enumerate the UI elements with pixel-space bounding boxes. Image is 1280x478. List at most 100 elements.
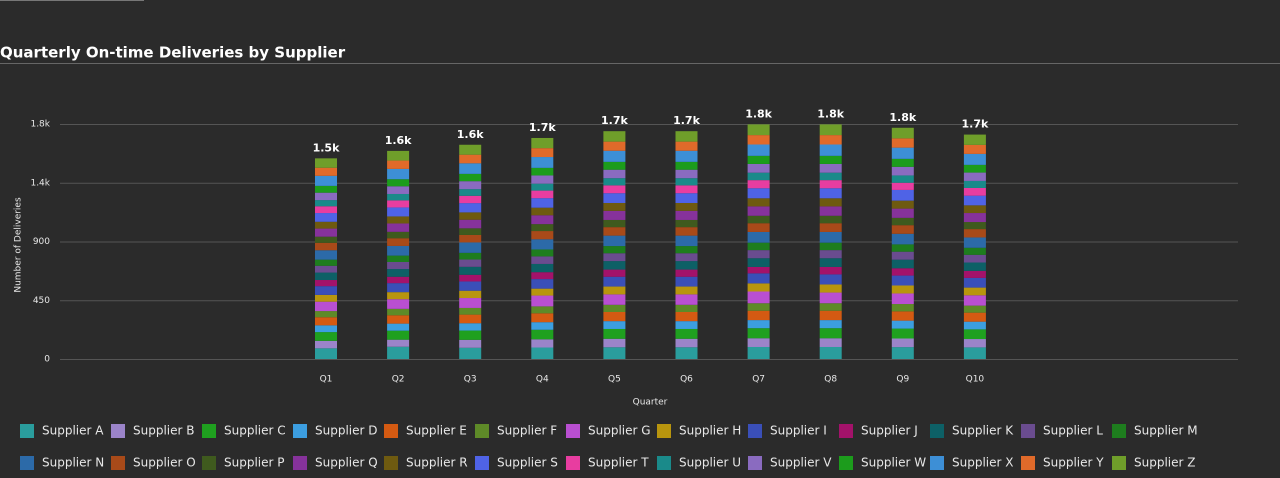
bar-segment [891, 328, 914, 339]
bar-segment [315, 221, 337, 229]
bar-segment [459, 203, 482, 213]
bar-segment [675, 246, 698, 254]
bar-segment [747, 223, 770, 232]
bar-segment [747, 320, 770, 329]
legend-label: Supplier J [861, 424, 918, 438]
bar-segment [315, 272, 337, 281]
bar-segment [891, 217, 914, 226]
bar-segment [459, 228, 482, 235]
bar-segment [963, 247, 986, 255]
legend-label: Supplier A [42, 424, 104, 438]
bar-segment [891, 268, 914, 276]
bar-segment [387, 276, 410, 284]
bar-segment [819, 155, 842, 164]
total-label: 1.6k [457, 128, 484, 141]
bar-segment [531, 215, 554, 225]
bar-segment [459, 259, 482, 267]
bar-segment [315, 348, 337, 359]
bar-segment [531, 322, 554, 330]
legend-swatch [475, 424, 489, 438]
bar-segment [747, 231, 770, 243]
bar-segment [531, 224, 554, 232]
bar-segment [315, 228, 337, 237]
bar-segment [747, 135, 770, 145]
legend-swatch [657, 456, 671, 470]
bar-segment [675, 347, 698, 359]
bar-segment [747, 310, 770, 321]
bar-segment [819, 144, 842, 156]
bar-segment [315, 167, 337, 176]
bar-segment [531, 231, 554, 240]
legend-label: Supplier C [224, 424, 286, 438]
bar-segment [603, 193, 626, 203]
bar-segment [315, 294, 337, 302]
x-tick-label: Q2 [392, 375, 405, 385]
bar-segment [891, 338, 914, 348]
bar-segment [531, 347, 554, 359]
legend-label: Supplier I [770, 424, 827, 438]
bar-segment [747, 283, 770, 292]
legend-swatch [1021, 456, 1035, 470]
bar-segment [531, 272, 554, 280]
legend-swatch [293, 424, 307, 438]
bar-segment [747, 188, 770, 199]
x-tick-label: Q10 [966, 375, 985, 385]
bar-segment [819, 250, 842, 259]
bar-segment [531, 137, 554, 149]
bar-segment [675, 276, 698, 287]
bar-segment [963, 205, 986, 214]
bar-segment [387, 245, 410, 256]
bar-segment [891, 182, 914, 190]
y-tick-label: 450 [33, 296, 50, 306]
bar-segment [315, 259, 337, 266]
y-tick-label: 1.8k [30, 120, 50, 130]
bar-segment [675, 202, 698, 211]
x-tick-label: Q6 [680, 375, 693, 385]
bar-segment [459, 234, 482, 243]
bar-segment [891, 147, 914, 159]
legend-swatch [475, 456, 489, 470]
bar-segment [891, 285, 914, 294]
bar-segment [891, 189, 914, 201]
bar-segment [387, 179, 410, 187]
bar-segment [675, 304, 698, 312]
legend-swatch [657, 424, 671, 438]
bar-segment [819, 163, 842, 173]
bar-segment [603, 312, 626, 322]
legend-swatch [1112, 424, 1126, 438]
bar-segment [387, 223, 410, 232]
bar-segment [819, 180, 842, 189]
legend-swatch [748, 424, 762, 438]
bar-segment [963, 229, 986, 238]
bar-segment [891, 208, 914, 218]
bar-segment [459, 307, 482, 315]
bar-segment [675, 178, 698, 186]
bar-segment [963, 187, 986, 196]
bar-segment [531, 183, 554, 191]
bar-segment [603, 276, 626, 287]
bar-segment [459, 154, 482, 164]
bar-segment [603, 141, 626, 151]
bar-segment [387, 168, 410, 180]
bar-segment [747, 206, 770, 216]
bar-segment [747, 242, 770, 251]
bar-segment [459, 347, 482, 359]
bar-segment [747, 144, 770, 156]
bar-segment [603, 347, 626, 359]
bar-segment [531, 167, 554, 176]
bar-segment [963, 347, 986, 359]
x-axis-label: Quarter [633, 398, 668, 408]
bar-segment [387, 231, 410, 239]
bar-segment [387, 308, 410, 316]
bar-segment [459, 323, 482, 331]
legend-label: Supplier G [588, 424, 651, 438]
bar-segment [315, 250, 337, 260]
bar-segment [747, 303, 770, 311]
legend-label: Supplier M [1134, 424, 1198, 438]
bar-segment [459, 266, 482, 275]
bar-segment [603, 246, 626, 254]
bar-segment [315, 185, 337, 193]
bar-segment [315, 301, 337, 312]
total-label: 1.7k [529, 121, 556, 134]
bar-segment [315, 206, 337, 214]
